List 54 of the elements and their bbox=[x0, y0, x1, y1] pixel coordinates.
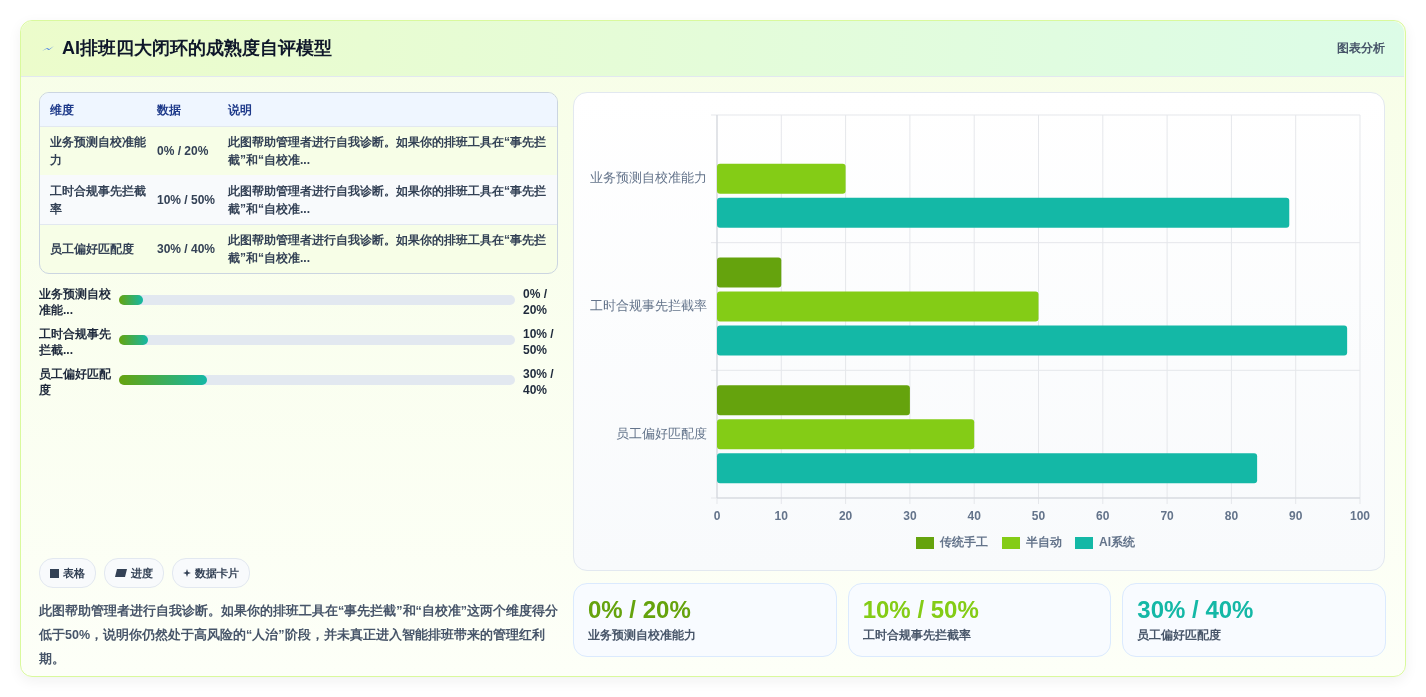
text: 员工偏好匹配度 bbox=[50, 240, 134, 258]
text: 此图帮助管理者进行自我诊断。如果你的排班工具在“事先拦截”和“自校准... bbox=[228, 182, 547, 218]
category-label: 员工偏好匹配度 bbox=[39, 366, 112, 398]
text: 此图帮助管理者进行自我诊断。如果你的排班工具在“事先拦截”和“自校准”这两个维度得分低于50%，说明你仍然处于高风险的“人治”阶段，并未真正进入智能排班带来的管理红利期。 bbox=[39, 602, 559, 668]
text: 数据 bbox=[157, 101, 181, 119]
bar bbox=[717, 325, 1348, 356]
text: 30% / 40% bbox=[157, 240, 216, 258]
x-tick-label: 70 bbox=[1160, 509, 1175, 523]
text: AI排班四大闭环的成熟度自评模型 bbox=[62, 37, 332, 60]
x-tick-label: 80 bbox=[1224, 509, 1239, 523]
text: 10% / 50% bbox=[523, 326, 555, 358]
text: 10% / 50% bbox=[862, 596, 980, 624]
bar bbox=[717, 291, 1039, 322]
text: 0% / 20% bbox=[588, 596, 692, 624]
category-label: 业务预测自校准能... bbox=[39, 286, 112, 318]
text: 30% / 40% bbox=[1137, 596, 1255, 624]
text: 0% / 20% bbox=[157, 142, 209, 160]
x-tick-label: 100 bbox=[1349, 509, 1371, 523]
category-label: 工时合规事先拦截率 bbox=[862, 627, 972, 644]
x-tick-label: 20 bbox=[838, 509, 853, 523]
text: 工时合规事先拦截率 bbox=[50, 182, 147, 218]
bar bbox=[717, 257, 782, 288]
y-tick-label: 工时合规事先拦截率 bbox=[590, 297, 707, 313]
legend-label: 传统手工 bbox=[939, 535, 988, 550]
x-tick-label: 10 bbox=[774, 509, 789, 523]
category-label: 工时合规事先拦截... bbox=[39, 326, 112, 358]
text: 此图帮助管理者进行自我诊断。如果你的排班工具在“事先拦截”和“自校准... bbox=[228, 133, 547, 169]
x-tick-label: 60 bbox=[1096, 509, 1110, 523]
category-label: 员工偏好匹配度 bbox=[1137, 627, 1223, 644]
x-tick-label: 90 bbox=[1289, 509, 1303, 523]
bar bbox=[717, 197, 1290, 228]
text: 此图帮助管理者进行自我诊断。如果你的排班工具在“事先拦截”和“自校准... bbox=[228, 231, 547, 267]
x-tick-label: 50 bbox=[1031, 509, 1046, 523]
text: 业务预测自校准能力 bbox=[50, 133, 147, 169]
text: 0% / 20% bbox=[523, 286, 549, 318]
x-tick-label: 40 bbox=[967, 509, 982, 523]
x-tick-label: 30 bbox=[903, 509, 917, 523]
category-label: 数据卡片 bbox=[195, 565, 239, 581]
text: 图表分析 bbox=[1337, 40, 1385, 56]
text: 30% / 40% bbox=[523, 366, 555, 398]
legend-label: 半自动 bbox=[1025, 535, 1062, 550]
text: 维度 bbox=[50, 101, 74, 119]
category-label: 表格 bbox=[63, 565, 85, 581]
bar bbox=[717, 163, 846, 194]
y-tick-label: 业务预测自校准能力 bbox=[590, 170, 707, 186]
category-label: 进度 bbox=[131, 565, 153, 581]
bar bbox=[717, 453, 1258, 484]
text: 说明 bbox=[228, 101, 252, 119]
y-tick-label: 员工偏好匹配度 bbox=[616, 425, 707, 441]
bar bbox=[717, 419, 975, 450]
x-tick-label: 0 bbox=[713, 509, 721, 523]
bar bbox=[717, 385, 910, 416]
legend-label: AI系统 bbox=[1099, 535, 1136, 550]
text: 10% / 50% bbox=[157, 191, 216, 209]
